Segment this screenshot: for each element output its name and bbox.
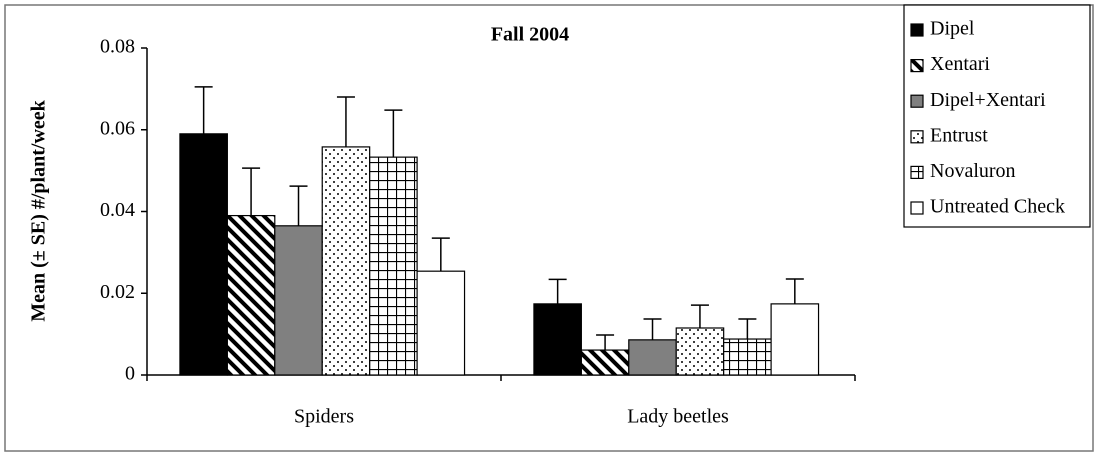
chart-title: Fall 2004 — [491, 24, 569, 46]
legend-label: Entrust — [930, 124, 988, 146]
bar — [675, 327, 725, 376]
legend-label: Novaluron — [930, 160, 1016, 182]
legend-label: Dipel+Xentari — [930, 89, 1046, 111]
bar — [369, 156, 418, 376]
bar — [628, 339, 677, 376]
y-axis-label: Mean (± SE) #/plant/week — [28, 99, 50, 321]
y-tick-label: 0.08 — [100, 36, 135, 58]
legend-swatch — [910, 58, 924, 73]
y-tick-label: 0 — [125, 363, 135, 385]
bar — [274, 225, 323, 376]
chart-frame — [4, 4, 1094, 452]
legend-swatch — [910, 130, 924, 144]
y-tick-label: 0.02 — [100, 281, 135, 303]
legend-swatch — [910, 165, 924, 179]
bar — [770, 303, 820, 376]
legend-label: Dipel — [930, 18, 975, 40]
y-tick-label: 0.06 — [100, 117, 135, 139]
legend-box — [903, 4, 1091, 228]
bar — [580, 349, 630, 376]
legend-label: Untreated Check — [930, 196, 1065, 218]
legend-swatch — [910, 94, 924, 108]
x-tick-label: Lady beetles — [627, 406, 729, 428]
x-tick-label: Spiders — [294, 406, 354, 428]
bar — [226, 214, 276, 376]
bar — [416, 270, 466, 376]
bar — [321, 146, 371, 376]
legend-swatch — [910, 23, 924, 37]
bar — [723, 338, 772, 376]
bar — [533, 303, 582, 376]
bar — [179, 133, 228, 376]
legend-label: Xentari — [930, 53, 990, 75]
legend-swatch — [910, 201, 924, 215]
y-tick-label: 0.04 — [100, 199, 135, 221]
